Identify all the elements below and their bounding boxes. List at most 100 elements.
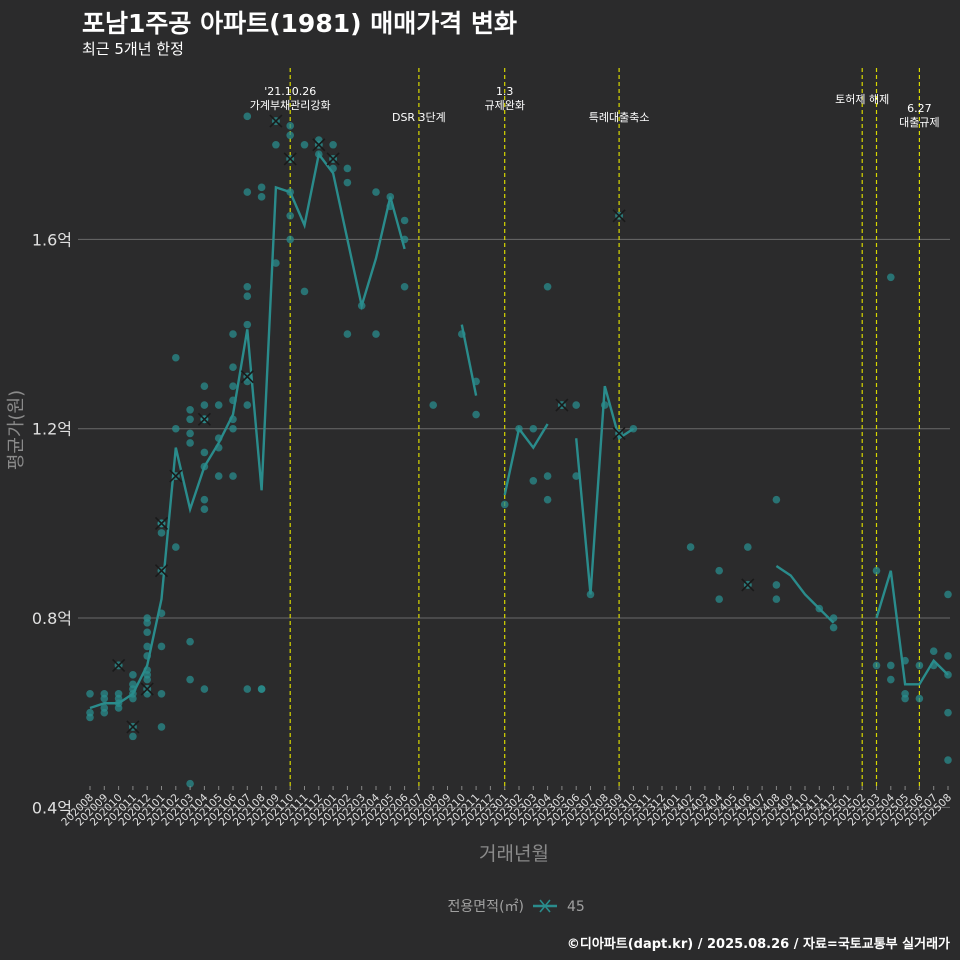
highlight-point xyxy=(112,658,126,672)
cross-mark xyxy=(612,209,626,223)
data-point xyxy=(229,363,237,372)
data-point xyxy=(229,396,237,405)
series-line xyxy=(775,564,835,624)
data-point xyxy=(915,694,924,703)
data-point xyxy=(186,439,194,447)
event-label: 토허제 해제 xyxy=(835,92,889,106)
data-point xyxy=(715,595,723,603)
highlight-point xyxy=(140,682,154,696)
data-point xyxy=(257,193,266,201)
data-point xyxy=(186,675,194,684)
y-tick-label: 0.4억 xyxy=(32,798,72,817)
data-point xyxy=(472,377,480,386)
event-label: 6.27 대출규제 xyxy=(899,102,939,129)
data-point xyxy=(214,443,223,452)
data-point xyxy=(500,500,509,509)
data-point xyxy=(458,330,466,338)
data-point xyxy=(315,150,323,159)
data-point xyxy=(529,477,538,485)
data-point xyxy=(772,595,781,603)
data-point xyxy=(172,424,180,433)
event-label: 특례대출축소 xyxy=(589,111,650,124)
data-point xyxy=(343,178,352,187)
data-point xyxy=(887,273,895,282)
data-point xyxy=(944,708,952,717)
data-point xyxy=(272,140,280,149)
data-point xyxy=(329,164,337,173)
y-axis-title: 평균가(원) xyxy=(6,390,27,470)
data-point xyxy=(629,424,638,433)
data-point xyxy=(186,415,194,424)
data-point xyxy=(200,505,209,514)
data-point xyxy=(200,462,209,471)
data-point xyxy=(100,694,109,703)
data-point xyxy=(744,543,752,551)
data-point xyxy=(815,604,824,613)
data-point xyxy=(929,647,938,655)
x-axis-title: 거래년월 xyxy=(479,843,549,865)
axes: 0.4억0.8억1.2억1.6억202008202009202010202011… xyxy=(6,230,954,865)
data-point xyxy=(243,401,252,409)
highlight-point xyxy=(312,138,326,152)
chart-title: 포남1주공 아파트(1981) 매매가격 변화 xyxy=(82,9,517,38)
data-point xyxy=(243,112,252,121)
data-point xyxy=(286,131,295,140)
highlight-point xyxy=(555,398,569,412)
data-point xyxy=(515,424,523,433)
data-point xyxy=(543,472,552,480)
data-point xyxy=(243,282,252,291)
data-point xyxy=(229,330,237,338)
data-point xyxy=(944,590,952,599)
data-point xyxy=(686,543,695,551)
highlight-point xyxy=(240,370,254,384)
data-point xyxy=(872,661,881,670)
data-point xyxy=(157,689,166,698)
data-point xyxy=(343,330,352,338)
data-point xyxy=(186,779,194,788)
highlight-points xyxy=(112,114,755,734)
highlight-point xyxy=(741,578,755,592)
legend-cross xyxy=(539,899,551,913)
data-point xyxy=(772,495,781,504)
data-point xyxy=(157,609,166,618)
data-point xyxy=(157,642,166,651)
highlight-point xyxy=(197,412,211,426)
data-point xyxy=(229,382,237,390)
data-point xyxy=(243,188,252,196)
grid-layer xyxy=(78,238,950,808)
cross-mark xyxy=(112,658,126,672)
data-point xyxy=(372,330,380,338)
legend: 전용면적(㎡) 45 xyxy=(448,899,585,915)
data-point xyxy=(386,202,395,211)
legend-label: 45 xyxy=(567,899,585,915)
data-point xyxy=(472,410,480,419)
event-label: DSR 3단계 xyxy=(392,111,446,124)
data-point xyxy=(200,495,209,504)
data-point xyxy=(214,434,223,443)
cross-mark xyxy=(154,564,169,578)
series-line xyxy=(575,385,635,595)
data-point xyxy=(243,685,252,693)
data-point xyxy=(529,424,538,433)
data-point xyxy=(257,685,266,693)
data-point xyxy=(944,756,952,764)
cross-mark xyxy=(169,469,183,483)
data-point xyxy=(601,401,609,409)
data-point xyxy=(143,618,151,627)
cross-mark xyxy=(555,398,569,412)
data-point xyxy=(172,543,180,551)
data-point xyxy=(143,652,151,660)
highlight-point xyxy=(283,152,297,166)
cross-mark xyxy=(140,682,154,696)
data-points xyxy=(86,112,952,788)
data-point xyxy=(186,637,194,646)
data-point xyxy=(143,642,151,651)
data-point xyxy=(829,614,838,622)
data-point xyxy=(200,401,209,409)
data-point xyxy=(429,401,438,409)
highlight-point xyxy=(154,516,169,530)
data-point xyxy=(286,211,295,220)
data-point xyxy=(872,566,881,575)
data-point xyxy=(543,282,552,291)
cross-mark xyxy=(126,720,140,734)
